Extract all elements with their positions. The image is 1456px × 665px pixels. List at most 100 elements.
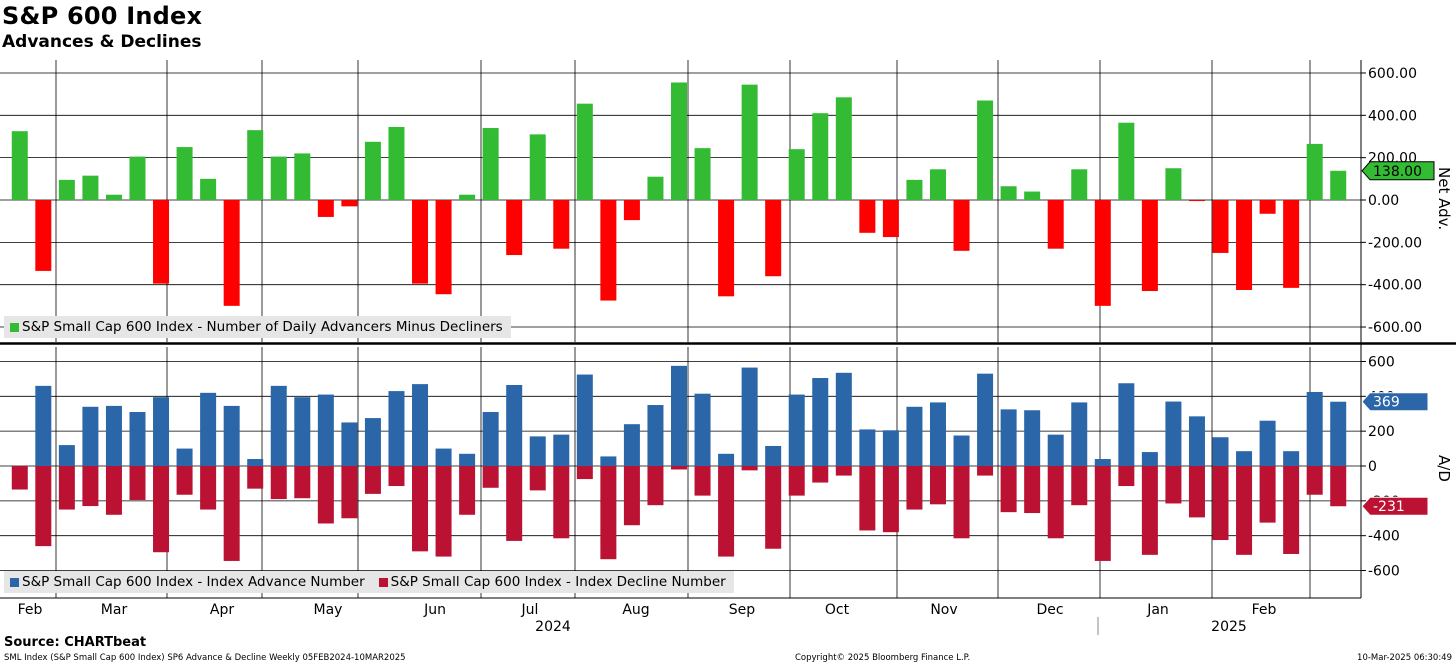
- decline-bar: [647, 466, 664, 506]
- net-adv-bar: [341, 200, 358, 207]
- legend-swatch-decline: [378, 577, 388, 587]
- advance-bar: [1330, 401, 1347, 466]
- decline-bar: [812, 466, 829, 483]
- advance-bar: [553, 434, 570, 466]
- bottom-tick-label: 200: [1368, 424, 1395, 440]
- decline-bar: [270, 466, 287, 500]
- decline-bar: [459, 466, 476, 515]
- advance-bar: [153, 397, 170, 466]
- net-adv-bar: [671, 82, 687, 200]
- net-adv-bar: [1141, 200, 1158, 292]
- advance-bar: [1094, 459, 1111, 466]
- decline-bar: [741, 466, 758, 471]
- top-tick-label: -400.00: [1368, 278, 1422, 294]
- decline-bar: [1165, 466, 1182, 504]
- net-adv-bar: [1236, 200, 1253, 290]
- advance-bar: [459, 453, 476, 466]
- net-adv-bar: [1024, 191, 1041, 200]
- net-adv-bar: [741, 84, 758, 200]
- net-adv-bar: [1306, 143, 1323, 200]
- decline-bar: [58, 466, 75, 510]
- decline-bar: [694, 466, 711, 496]
- advance-bar: [317, 394, 334, 466]
- advance-bar: [647, 405, 664, 466]
- x-tick-label: Jul: [521, 602, 539, 618]
- net-adv-bar: [223, 200, 240, 306]
- decline-bar: [906, 466, 923, 510]
- decline-bar: [623, 466, 640, 526]
- decline-bar: [553, 466, 570, 539]
- decline-bar: [529, 466, 546, 491]
- decline-last-value-text: -231: [1373, 499, 1405, 515]
- advance-bar: [882, 430, 899, 466]
- advance-bar: [58, 445, 75, 466]
- net-adv-last-value-text: 138.00: [1373, 164, 1422, 180]
- x-year-label: 2025: [1211, 619, 1247, 635]
- decline-bar: [200, 466, 217, 510]
- decline-bar: [317, 466, 334, 524]
- net-adv-bar: [1094, 200, 1111, 306]
- x-tick-label: Feb: [1252, 602, 1277, 618]
- net-adv-bar: [176, 147, 193, 200]
- net-adv-bar: [1330, 170, 1347, 200]
- decline-bar: [1212, 466, 1229, 541]
- net-adv-bar: [200, 178, 217, 200]
- x-tick-label: Aug: [622, 602, 649, 618]
- advance-bar: [1000, 409, 1017, 466]
- advance-bar: [835, 372, 852, 466]
- decline-bar: [1236, 466, 1253, 555]
- advance-bar: [200, 392, 217, 466]
- net-adv-bar: [694, 148, 711, 200]
- net-adv-bar: [412, 200, 429, 284]
- net-adv-bar: [270, 156, 287, 200]
- net-adv-bar: [882, 200, 899, 238]
- decline-bar: [929, 466, 946, 505]
- decline-bar: [223, 466, 240, 561]
- advance-bar: [1141, 452, 1158, 466]
- advance-bar: [435, 448, 452, 466]
- net-adv-bar: [647, 176, 664, 200]
- advance-bar: [859, 429, 876, 466]
- top-tick-label: -600.00: [1368, 320, 1422, 336]
- x-tick-label: Dec: [1036, 602, 1063, 618]
- advance-bar: [1118, 383, 1135, 466]
- net-adv-bar: [859, 200, 876, 233]
- advance-bar: [1188, 416, 1205, 466]
- net-adv-bar: [364, 141, 381, 200]
- advance-bar: [105, 405, 122, 466]
- bottom-tick-label: -400: [1368, 529, 1400, 545]
- net-adv-bar: [35, 200, 52, 271]
- net-adv-bar: [1283, 200, 1300, 288]
- decline-bar: [882, 466, 899, 533]
- legend-label-advance: S&P Small Cap 600 Index - Index Advance …: [22, 574, 365, 590]
- net-adv-bar: [294, 153, 311, 200]
- net-adv-bar: [929, 169, 946, 200]
- net-adv-last-value-box: [1361, 161, 1435, 181]
- net-adv-bar: [765, 200, 782, 277]
- decline-bar: [977, 466, 994, 476]
- advance-bar: [247, 459, 264, 466]
- legend-swatch-net: [10, 322, 19, 332]
- advance-bar: [812, 378, 829, 466]
- advance-bar: [1071, 402, 1088, 466]
- decline-bar: [718, 466, 735, 557]
- decline-bar: [859, 466, 876, 531]
- x-tick-label: Apr: [210, 602, 234, 618]
- decline-bar: [1141, 466, 1158, 555]
- net-adv-bar: [1071, 169, 1088, 200]
- top-tick-label: 600.00: [1368, 66, 1417, 82]
- advance-last-value-box: [1361, 392, 1429, 412]
- decline-bar: [482, 466, 499, 488]
- net-adv-bar: [788, 149, 805, 200]
- top-tick-label: -200.00: [1368, 235, 1422, 251]
- bottom-tick-label: 600: [1368, 354, 1395, 370]
- advance-bar: [741, 367, 758, 466]
- chart-subtitle: Advances & Declines: [2, 32, 202, 52]
- advance-bar: [1165, 401, 1182, 466]
- net-adv-bar: [58, 179, 75, 200]
- decline-bar: [1330, 466, 1347, 507]
- advance-bar: [929, 402, 946, 466]
- footer-description: SML Index (S&P Small Cap 600 Index) SP6 …: [4, 653, 406, 663]
- net-adv-bar: [812, 113, 829, 200]
- top-tick-label: 400.00: [1368, 108, 1417, 124]
